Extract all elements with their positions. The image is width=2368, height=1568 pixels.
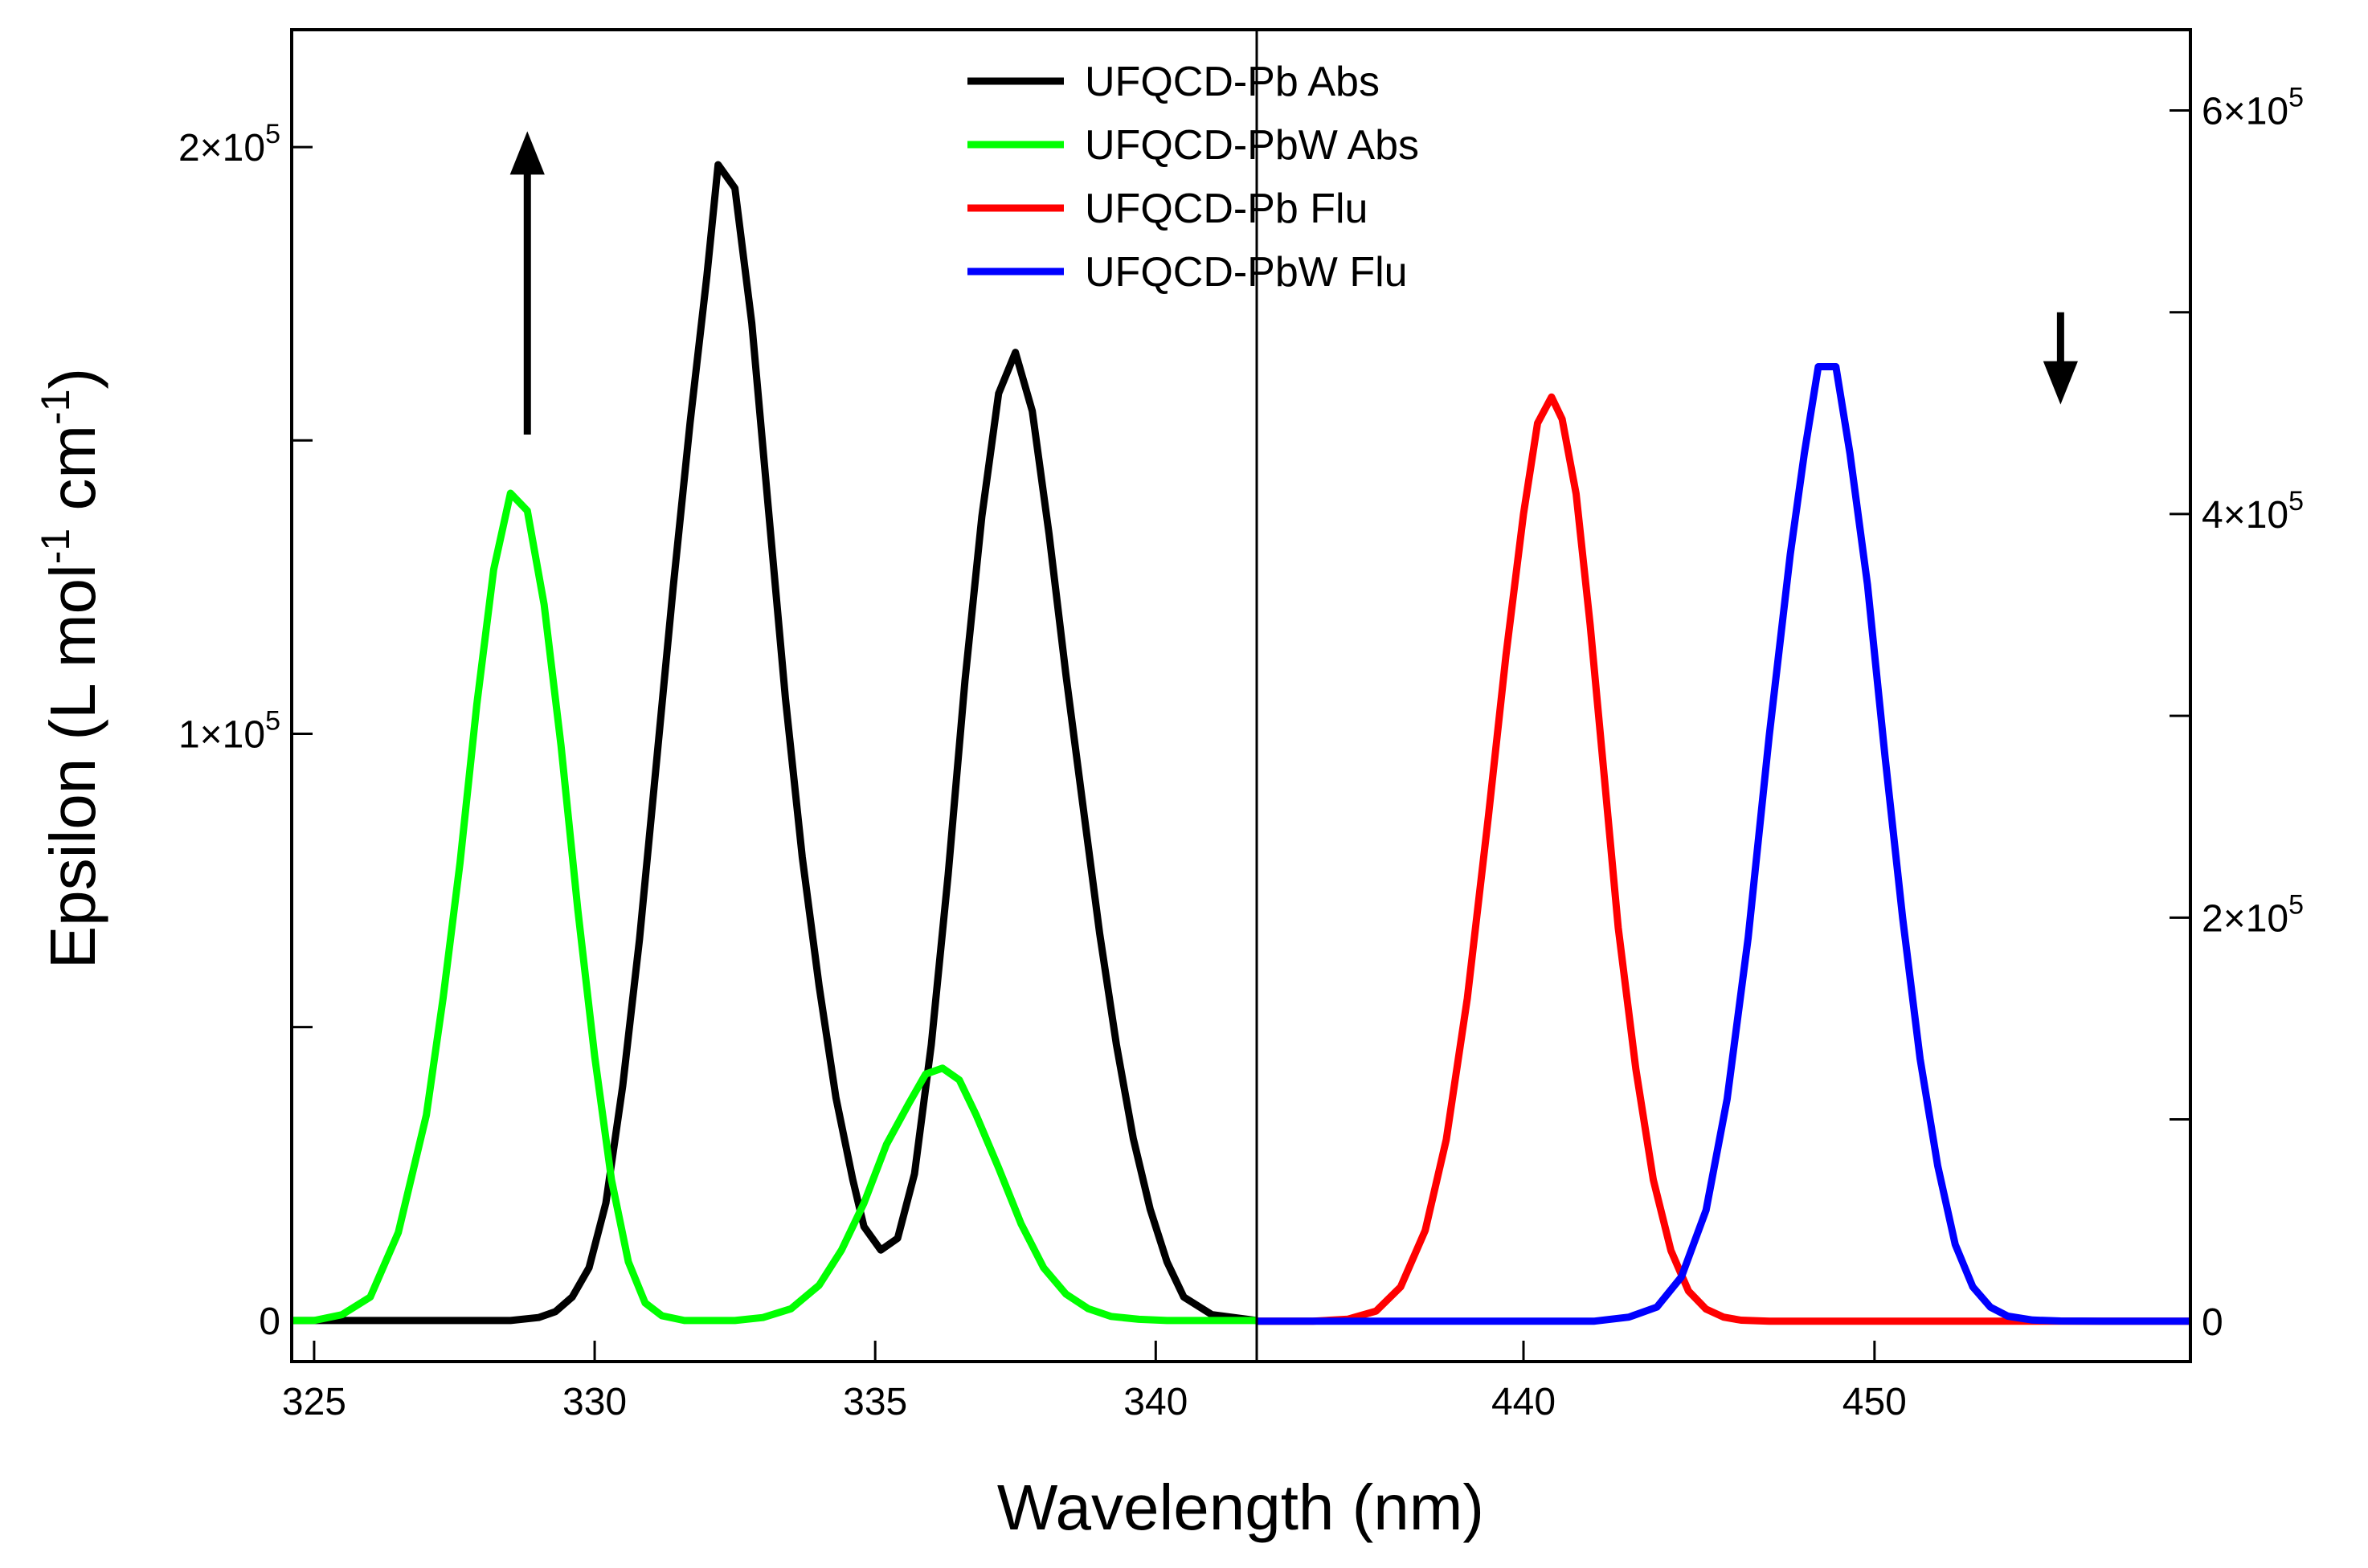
series-ufqcd-pb-abs	[292, 161, 1257, 1325]
right-panel-series	[1257, 363, 2190, 1325]
legend-label-ufqcd-pb-abs: UFQCD-Pb Abs	[1085, 59, 1380, 105]
left-x-tick-label-330: 330	[562, 1381, 627, 1423]
right-y-tick-label-600000-mantissa: 6×10	[2202, 90, 2288, 133]
y-axis-title: Epsilon (L mol-1 cm-1)	[33, 368, 108, 969]
right-y-tick-label-0-mantissa: 0	[2202, 1301, 2223, 1344]
left-y-tick-label-100000: 1×105	[178, 705, 280, 756]
left-y-tick-label-0-mantissa: 0	[259, 1301, 280, 1343]
left-y-tick-label-100000-mantissa: 1×10	[178, 713, 265, 756]
right-y-tick-label-400000-mantissa: 4×10	[2202, 494, 2288, 537]
series-ufqcd-pbw-flu	[1257, 363, 2190, 1325]
arrow-annotations	[509, 131, 2078, 435]
left-y-tick-label-0: 0	[259, 1301, 280, 1343]
right-x-tick-label-450: 450	[1842, 1381, 1907, 1423]
right-x-tick-label-440: 440	[1491, 1381, 1556, 1423]
y-axis-title-sup-2: -1	[33, 389, 78, 424]
series-ufqcd-pb-flu	[1257, 393, 2190, 1325]
left-x-tick-label-335: 335	[843, 1381, 907, 1423]
right-y-tick-label-200000: 2×105	[2202, 889, 2304, 940]
series-ufqcd-pbw-abs	[292, 489, 1257, 1325]
left-y-tick-label-200000: 2×105	[178, 119, 280, 169]
legend: UFQCD-Pb Abs UFQCD-PbW Abs UFQCD-Pb Flu UFQ…	[967, 59, 1419, 296]
left-x-tick-label-325: 325	[282, 1381, 346, 1423]
right-y-tick-label-600000: 6×105	[2202, 82, 2304, 133]
y-axis-title-sup-1: -1	[33, 529, 78, 564]
plot-frame	[290, 28, 2192, 1363]
right-y-tick-label-400000-exponent: 5	[2288, 486, 2304, 517]
x-axis-title: Wavelength (nm)	[997, 1472, 1484, 1543]
right-y-tick-label-200000-exponent: 5	[2288, 889, 2304, 920]
left-x-tick-label-340: 340	[1123, 1381, 1188, 1423]
y-axis-title-unit: cm	[37, 425, 108, 529]
legend-label-ufqcd-pb-flu: UFQCD-Pb Flu	[1085, 186, 1368, 232]
right-y-tick-label-600000-exponent: 5	[2288, 82, 2304, 112]
left-y-tick-label-200000-exponent: 5	[265, 119, 280, 149]
left-panel-series	[292, 161, 1257, 1325]
legend-label-ufqcd-pbw-abs: UFQCD-PbW Abs	[1085, 122, 1419, 169]
y-axis-title-main: Epsilon (L mol	[37, 564, 108, 969]
right-y-tick-label-0: 0	[2202, 1301, 2223, 1344]
right-y-tick-label-200000-mantissa: 2×10	[2202, 897, 2288, 940]
y-axis-title-close: )	[37, 368, 108, 390]
left-y-tick-label-200000-mantissa: 2×10	[178, 127, 265, 169]
legend-label-ufqcd-pbw-flu: UFQCD-PbW Flu	[1085, 249, 1408, 296]
right-y-tick-label-400000: 4×105	[2202, 486, 2304, 537]
left-y-tick-label-100000-exponent: 5	[265, 705, 280, 736]
